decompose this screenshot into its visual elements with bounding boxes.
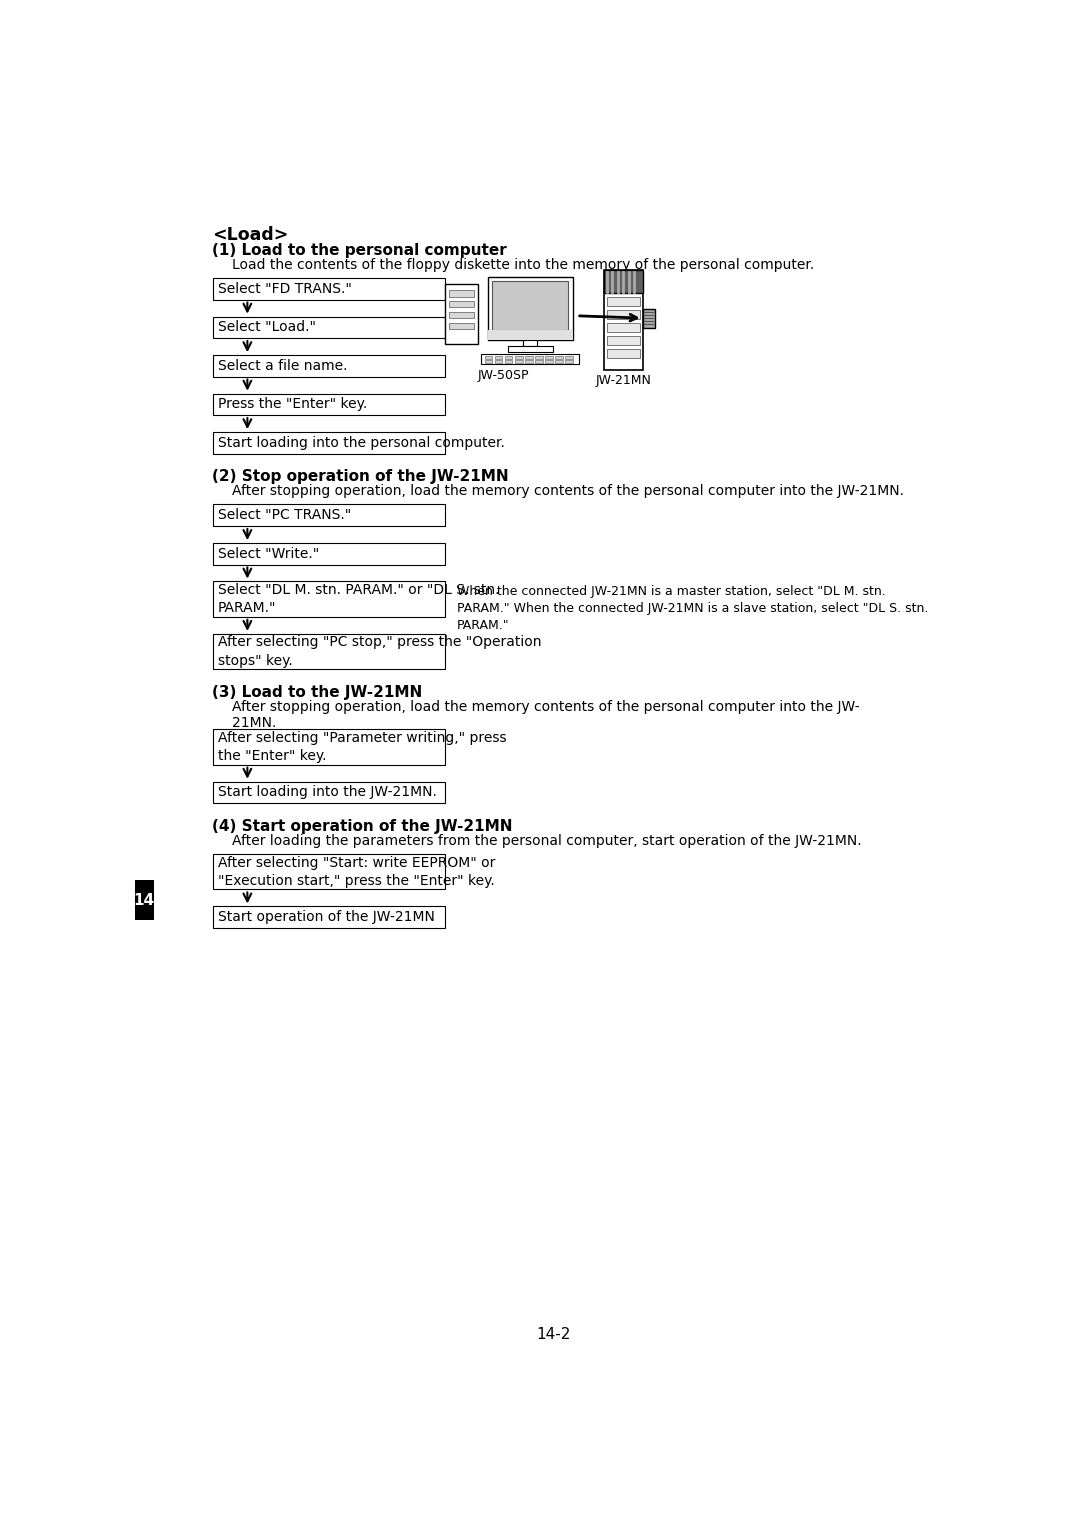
Bar [449, 290, 474, 296]
Text: (4) Start operation of the JW-21MN: (4) Start operation of the JW-21MN [213, 819, 513, 834]
Bar [213, 729, 445, 764]
Bar [607, 336, 639, 345]
Bar [485, 356, 492, 359]
Bar [445, 284, 477, 344]
Text: Select a file name.: Select a file name. [218, 359, 348, 373]
Text: Load the contents of the floppy diskette into the memory of the personal compute: Load the contents of the floppy diskette… [232, 258, 814, 272]
Bar [213, 278, 445, 299]
Bar [535, 359, 542, 362]
Bar [607, 296, 639, 306]
Text: <Load>: <Load> [213, 226, 288, 243]
Text: After loading the parameters from the personal computer, start operation of the : After loading the parameters from the pe… [232, 834, 862, 848]
Bar [213, 316, 445, 338]
Bar [515, 359, 523, 362]
Bar [555, 359, 563, 362]
Bar [545, 356, 553, 359]
Bar [565, 359, 572, 362]
Text: Start operation of the JW-21MN: Start operation of the JW-21MN [218, 911, 435, 924]
Bar [604, 270, 643, 370]
Bar [607, 322, 639, 332]
Bar [525, 359, 532, 362]
Bar [485, 359, 492, 362]
Text: 14-2: 14-2 [537, 1326, 570, 1342]
Text: After selecting "Parameter writing," press
the "Enter" key.: After selecting "Parameter writing," pre… [218, 730, 507, 762]
Bar [545, 359, 553, 362]
Bar [643, 309, 656, 329]
Bar [565, 356, 572, 359]
Bar [604, 270, 643, 293]
Bar [213, 582, 445, 617]
Text: Select "DL M. stn. PARAM." or "DL S. stn.
PARAM.": Select "DL M. stn. PARAM." or "DL S. stn… [218, 584, 499, 616]
Bar [449, 312, 474, 318]
Text: Select "Load.": Select "Load." [218, 321, 316, 335]
Bar [504, 356, 512, 359]
Bar [213, 854, 445, 889]
Bar [135, 880, 154, 920]
Bar [525, 356, 532, 359]
Bar [508, 345, 553, 351]
Bar [504, 359, 512, 362]
Bar [495, 356, 502, 359]
Bar [213, 504, 445, 526]
Bar [515, 356, 523, 359]
Text: 14: 14 [134, 892, 154, 908]
Text: After stopping operation, load the memory contents of the personal computer into: After stopping operation, load the memor… [232, 700, 860, 730]
Text: After stopping operation, load the memory contents of the personal computer into: After stopping operation, load the memor… [232, 484, 904, 498]
Text: (2) Stop operation of the JW-21MN: (2) Stop operation of the JW-21MN [213, 469, 509, 484]
Bar [213, 906, 445, 927]
Text: Start loading into the JW-21MN.: Start loading into the JW-21MN. [218, 785, 436, 799]
Bar [213, 542, 445, 564]
Bar [213, 432, 445, 454]
Text: JW-50SP: JW-50SP [477, 368, 529, 382]
Text: When the connected JW-21MN is a master station, select "DL M. stn.
PARAM." When : When the connected JW-21MN is a master s… [457, 585, 928, 633]
Text: After selecting "PC stop," press the "Operation
stops" key.: After selecting "PC stop," press the "Op… [218, 636, 541, 668]
Bar [482, 353, 579, 364]
Bar [488, 330, 572, 339]
Bar [449, 301, 474, 307]
Text: JW-21MN: JW-21MN [595, 374, 651, 387]
Bar [495, 359, 502, 362]
Bar [555, 356, 563, 359]
Bar [213, 394, 445, 416]
Text: Start loading into the personal computer.: Start loading into the personal computer… [218, 435, 504, 449]
Bar [607, 348, 639, 358]
Bar [449, 322, 474, 329]
Bar [213, 782, 445, 804]
Text: Select "Write.": Select "Write." [218, 547, 320, 561]
Text: (3) Load to the JW-21MN: (3) Load to the JW-21MN [213, 685, 422, 700]
Text: Select "FD TRANS.": Select "FD TRANS." [218, 281, 352, 296]
Bar [488, 277, 572, 339]
Bar [213, 634, 445, 669]
Text: After selecting "Start: write EEPROM" or
"Execution start," press the "Enter" ke: After selecting "Start: write EEPROM" or… [218, 856, 496, 888]
Text: (1) Load to the personal computer: (1) Load to the personal computer [213, 243, 508, 258]
Text: Press the "Enter" key.: Press the "Enter" key. [218, 397, 367, 411]
Bar [213, 354, 445, 376]
Text: Select "PC TRANS.": Select "PC TRANS." [218, 509, 351, 523]
Bar [492, 281, 568, 330]
Bar [524, 339, 537, 345]
Bar [535, 356, 542, 359]
Bar [607, 310, 639, 319]
